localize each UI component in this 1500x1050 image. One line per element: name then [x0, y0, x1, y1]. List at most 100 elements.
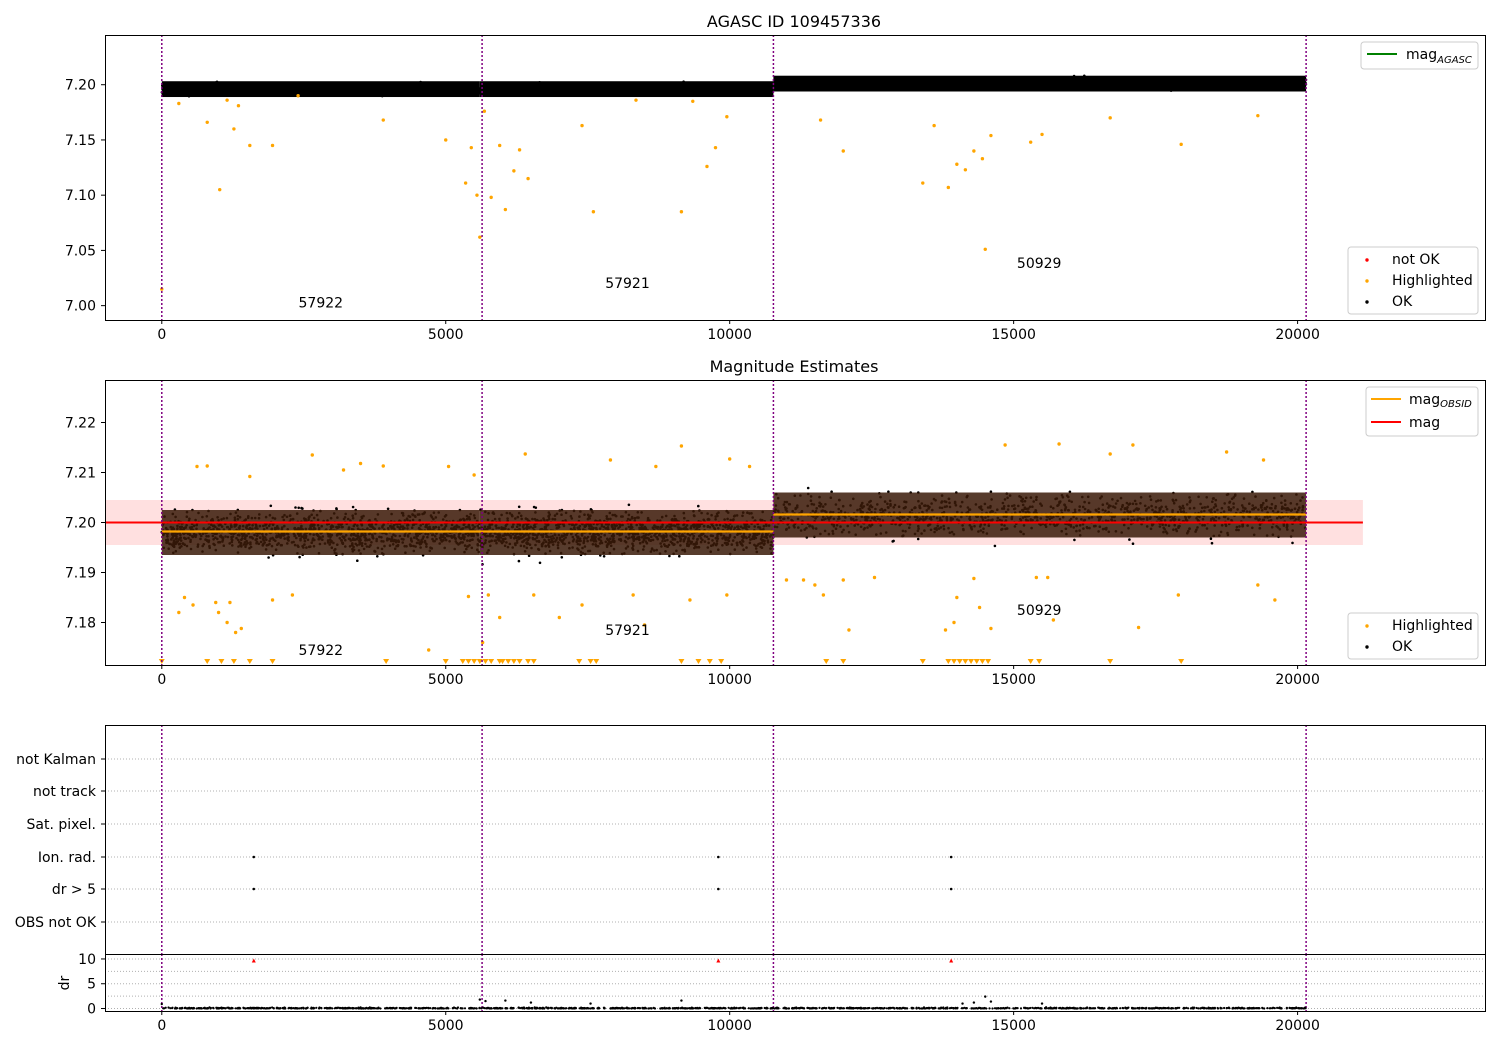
x-tick-label: 0	[157, 327, 166, 343]
highlighted-point	[475, 193, 479, 197]
highlighted-point	[580, 123, 584, 128]
ok-point-band	[479, 81, 774, 98]
highlighted-point	[482, 109, 487, 113]
point-legend-box	[1347, 246, 1479, 315]
ok-points	[160, 74, 1308, 98]
ok-point	[351, 505, 355, 509]
highlighted-point	[972, 149, 976, 153]
highlighted-point	[989, 133, 993, 138]
line-legend-box	[1360, 41, 1479, 70]
ok-point	[267, 556, 270, 559]
ok-point	[298, 555, 301, 559]
y-tick-label: 7.20	[65, 78, 96, 94]
highlighted-point	[270, 143, 275, 148]
highlighted-point	[160, 287, 164, 291]
ok-point	[560, 556, 564, 559]
y-tick-label: 7.15	[65, 133, 96, 149]
legend-ok-marker	[1365, 300, 1369, 304]
x-tick-label: 20000	[1275, 327, 1320, 343]
highlighted-point	[1040, 132, 1044, 137]
highlighted-point	[478, 235, 482, 239]
highlighted-point	[932, 123, 936, 128]
highlighted-point	[946, 185, 951, 190]
ok-point	[697, 504, 700, 508]
ok-point	[386, 507, 390, 511]
legend-not-ok-label: not OK	[1392, 252, 1440, 268]
highlighted-point	[497, 143, 502, 148]
ok-point	[294, 506, 297, 509]
ok-point	[297, 506, 301, 510]
highlighted-point	[818, 118, 823, 122]
y-tick-label: 7.00	[65, 299, 96, 315]
y-tick-label: 7.05	[65, 243, 96, 259]
highlighted-point	[236, 103, 241, 108]
ok-point	[678, 554, 681, 558]
highlighted-point	[713, 145, 718, 150]
highlighted-point	[225, 98, 229, 102]
x-tick-label: 10000	[707, 327, 752, 343]
highlighted-point	[296, 94, 300, 98]
ok-point	[517, 505, 521, 509]
highlighted-point	[705, 164, 709, 169]
ok-point	[538, 561, 542, 565]
panel-agasc-title: AGASC ID 109457336	[707, 12, 881, 31]
highlighted-point	[634, 98, 638, 102]
legend-not-ok-marker	[1365, 258, 1369, 262]
ok-point-band	[773, 75, 1307, 92]
x-tick-label: 5000	[428, 327, 464, 343]
ok-point	[668, 554, 671, 558]
panel-agasc-frame	[105, 35, 1486, 321]
ok-point	[602, 555, 606, 558]
panel-agasc-line-legend: magAGASC	[1360, 41, 1479, 70]
highlighted-point	[691, 99, 695, 103]
highlighted-point	[444, 138, 448, 142]
obsid-label: 50929	[1017, 256, 1062, 272]
highlighted-point	[725, 115, 729, 119]
highlighted-point	[517, 148, 522, 152]
highlighted-point	[983, 247, 987, 252]
highlighted-point	[921, 181, 925, 185]
legend-ok-label: OK	[1392, 294, 1413, 310]
panel-agasc-point-legend: not OK Highlighted OK	[1347, 246, 1479, 315]
panel-agasc: AGASC ID 109457336 57922 57921 50929 0 5000…	[65, 12, 1486, 343]
highlighted-point	[503, 207, 508, 212]
highlighted-point	[469, 145, 473, 150]
legend-mag-agasc-label: magAGASC	[1406, 47, 1472, 66]
ok-point	[376, 555, 379, 558]
highlighted-point	[381, 118, 385, 122]
highlighted-point	[955, 162, 959, 166]
highlighted-point	[248, 143, 252, 148]
highlighted-point	[591, 210, 596, 214]
ok-point	[627, 503, 631, 507]
obsid-label: 57922	[299, 295, 344, 311]
obsid-label: 57921	[605, 276, 650, 292]
highlighted-point	[463, 181, 468, 185]
legend-highlighted-marker	[1365, 279, 1369, 283]
panel-agasc-plot-area: 57922 57921 50929	[160, 35, 1308, 320]
highlighted-point	[177, 101, 181, 106]
ok-point	[356, 559, 359, 562]
ok-point-band	[161, 81, 480, 98]
highlighted-point	[963, 168, 968, 172]
y-tick-label: 7.10	[65, 188, 96, 204]
ok-point	[269, 504, 273, 508]
highlighted-point	[980, 157, 985, 161]
highlighted-point	[512, 169, 516, 173]
panel-magnitude-title: Magnitude Estimates	[710, 357, 879, 376]
highlighted-point	[1179, 142, 1183, 147]
highlighted-point	[218, 187, 222, 192]
legend-highlighted-label: Highlighted	[1392, 273, 1473, 289]
highlighted-point	[232, 127, 236, 131]
highlighted-point	[1256, 113, 1260, 118]
highlighted-point	[679, 210, 684, 214]
highlighted-point	[1108, 116, 1112, 120]
highlighted-point	[205, 120, 209, 124]
highlighted-point	[489, 195, 493, 200]
highlighted-point	[1028, 140, 1033, 144]
highlighted-point	[841, 149, 845, 153]
ok-point	[532, 505, 536, 509]
